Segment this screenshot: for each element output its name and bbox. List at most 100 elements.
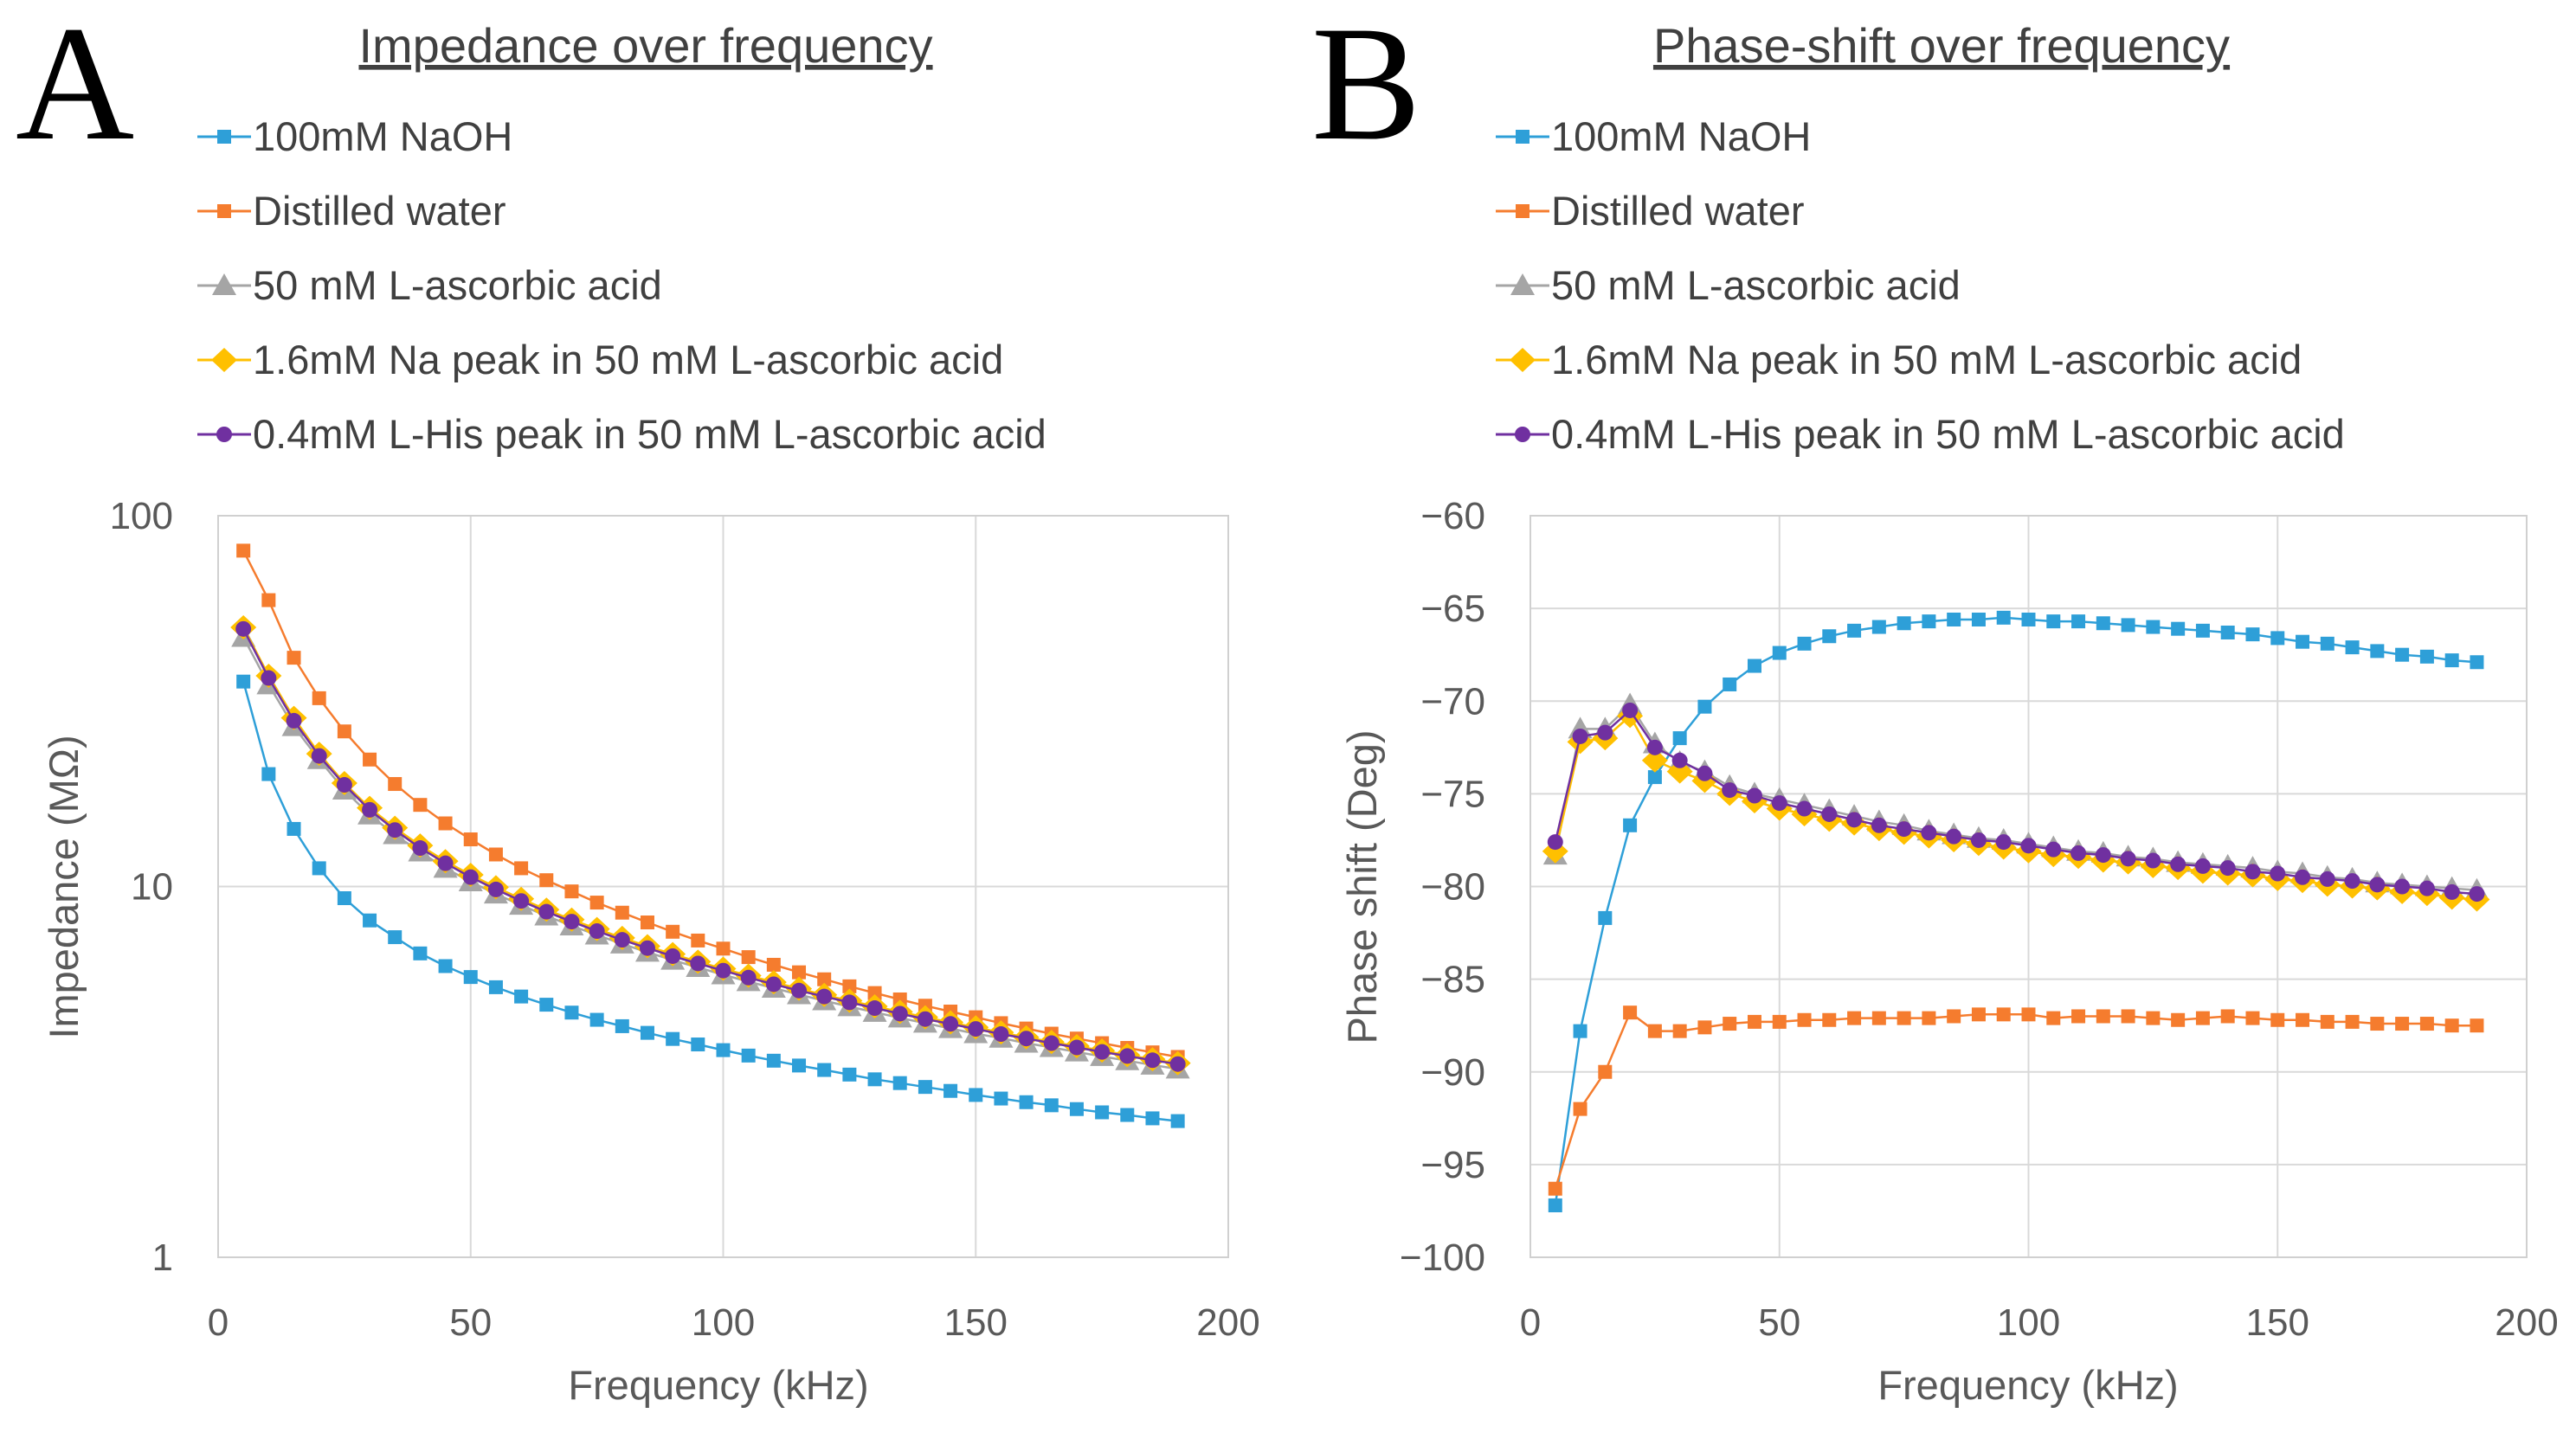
data-point [286,712,302,729]
data-point [666,1031,680,1046]
series-line [242,549,1178,1058]
data-point [236,543,251,558]
data-point [892,1005,908,1022]
data-point [766,957,781,972]
data-point [564,1005,579,1020]
series-naoh [1548,610,2484,1213]
data-point [438,816,453,831]
data-point [1094,1044,1111,1060]
series-line [242,636,1178,1070]
y-tick-label: −70 [1420,680,1485,723]
data-point [1597,724,1613,741]
data-point [640,1025,654,1040]
data-point [312,861,326,876]
data-point [363,752,377,767]
data-point [994,1091,1008,1106]
x-ticks-b: 0 50 100 150 200 [1520,1301,2559,1344]
data-point [2469,886,2485,903]
data-point [1598,1064,1613,1079]
data-point [1771,795,1787,812]
legend-marker [217,204,231,218]
data-point [312,691,326,705]
data-point [1897,616,1911,631]
data-point [2071,1009,2086,1024]
data-point [1947,1009,1961,1024]
data-point [792,1058,807,1073]
x-tick-label: 0 [1520,1301,1541,1344]
data-point [1821,806,1838,822]
legend-label: 0.4mM L-His peak in 50 mM L-ascorbic aci… [1551,411,2345,457]
data-point [892,992,907,1006]
legend-marker [216,427,232,442]
data-point [261,593,276,607]
data-point [2220,625,2235,639]
data-point [1896,821,1912,838]
data-point [639,940,655,956]
legend-item: 0.4mM L-His peak in 50 mM L-ascorbic aci… [197,411,1046,457]
data-point [1947,612,1961,626]
data-point [2021,612,2036,626]
data-point [235,620,252,637]
data-point [589,923,605,940]
series-line [242,681,1178,1122]
data-point [1069,1102,1084,1116]
data-point [1646,739,1663,755]
data-point [2394,878,2411,895]
data-point [2270,1012,2285,1027]
data-point [1598,910,1613,925]
data-point [463,970,478,985]
data-point [866,1000,883,1017]
data-point [1723,677,1737,691]
data-point [817,972,832,986]
data-point [666,924,680,939]
legend-a: 100mM NaOH Distilled water 50 mM L-ascorbi… [197,113,1046,457]
series-his_peak [1547,702,2485,903]
y-tick-label: −65 [1420,588,1485,630]
legend-label: 100mM NaOH [253,113,512,159]
data-point [867,986,882,1000]
data-point [2146,1011,2161,1025]
data-point [2046,1011,2061,1025]
data-point [462,869,479,885]
data-point [538,903,555,920]
data-point [765,976,782,993]
grid-a [217,515,1229,1258]
data-point [539,873,554,888]
data-point [1772,1014,1787,1029]
data-point [2270,865,2286,882]
data-point [2195,623,2210,638]
data-point [337,891,351,906]
data-point [1019,1095,1034,1109]
data-point [1996,1007,2011,1022]
data-point [2095,847,2111,864]
legend-item: 50 mM L-ascorbic acid [197,262,662,308]
data-point [1797,636,1812,651]
data-point [993,1026,1009,1043]
data-point [1847,1011,1862,1025]
series-naoh [236,674,1185,1128]
data-point [2096,616,2110,631]
legend-item: Distilled water [197,188,506,234]
data-point [1623,1005,1638,1020]
data-point [514,861,529,876]
x-tick-label: 50 [449,1301,492,1344]
series-layer-b [1542,610,2490,1213]
x-axis-title-b: Frequency (kHz) [1877,1362,2178,1408]
data-point [2444,1018,2459,1033]
chart-title-b: Phase-shift over frequency [1653,18,2230,73]
y-tick-label: 100 [110,495,173,537]
data-point [337,724,351,739]
data-point [1822,1012,1837,1027]
panel-letter-a: A [16,0,134,175]
data-point [842,979,857,993]
data-point [2045,841,2062,858]
legend-marker [1516,130,1530,144]
y-tick-label: −60 [1420,495,1485,537]
data-point [488,847,503,862]
data-point [413,946,428,960]
series-water [236,543,1185,1064]
legend-marker [212,273,236,295]
data-point [2145,852,2161,869]
data-point [2096,1009,2110,1024]
data-point [943,1016,959,1032]
